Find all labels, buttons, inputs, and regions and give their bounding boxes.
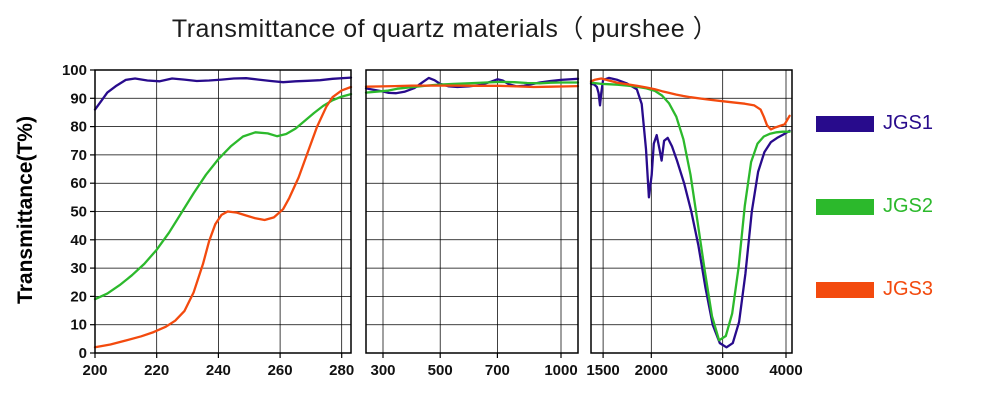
panel-border (365, 69, 579, 354)
x-tick-label: 4000 (769, 362, 802, 379)
x-tick-label: 260 (268, 362, 293, 379)
x-tick-label: 2000 (635, 362, 668, 379)
legend-item-jgs2: JGS2 (816, 195, 933, 218)
y-tick-label: 100 (62, 62, 87, 79)
series-line-jgs2 (364, 80, 580, 94)
x-tick-label: 500 (428, 362, 453, 379)
chart-title: Transmittance of quartz materials（ pursh… (171, 15, 719, 43)
x-tick-label: 1500 (586, 362, 619, 379)
legend: JGS1 JGS2 JGS3 (816, 112, 933, 301)
y-tick-label: 60 (70, 175, 87, 192)
series-line-jgs1 (93, 76, 353, 111)
series-line-jgs3 (589, 77, 791, 131)
y-tick-label: 10 (70, 317, 87, 334)
x-tick-label: 240 (206, 362, 231, 379)
x-tick-label: 1000 (544, 362, 577, 379)
y-tick-label: 70 (70, 147, 87, 164)
y-tick-label: 90 (70, 90, 87, 107)
legend-label-jgs1: JGS1 (883, 112, 934, 134)
y-tick-label: 80 (70, 119, 87, 136)
y-tick-label: 40 (70, 232, 87, 249)
y-tick-label: 20 (70, 288, 87, 305)
legend-item-jgs3: JGS3 (816, 278, 933, 301)
panel-border (590, 69, 793, 354)
series-line-jgs3 (93, 85, 353, 349)
legend-label-jgs3: JGS3 (883, 278, 934, 300)
legend-item-jgs1: JGS1 (816, 112, 933, 135)
x-tick-label: 3000 (706, 362, 739, 379)
series-line-jgs3 (364, 84, 580, 89)
legend-swatch-jgs2 (816, 198, 874, 215)
y-tick-label: 30 (70, 260, 87, 277)
x-tick-label: 200 (82, 362, 107, 379)
series-line-jgs2 (93, 92, 353, 301)
series-line-jgs2 (589, 81, 791, 342)
x-tick-label: 280 (329, 362, 354, 379)
y-tick-label: 50 (70, 204, 87, 221)
x-tick-label: 700 (485, 362, 510, 379)
legend-swatch-jgs3 (816, 281, 874, 298)
series-line-jgs1 (589, 76, 791, 349)
y-tick-label: 0 (79, 345, 87, 362)
legend-swatch-jgs1 (816, 115, 874, 132)
x-tick-label: 300 (370, 362, 395, 379)
x-tick-label: 220 (144, 362, 169, 379)
legend-label-jgs2: JGS2 (883, 195, 934, 217)
